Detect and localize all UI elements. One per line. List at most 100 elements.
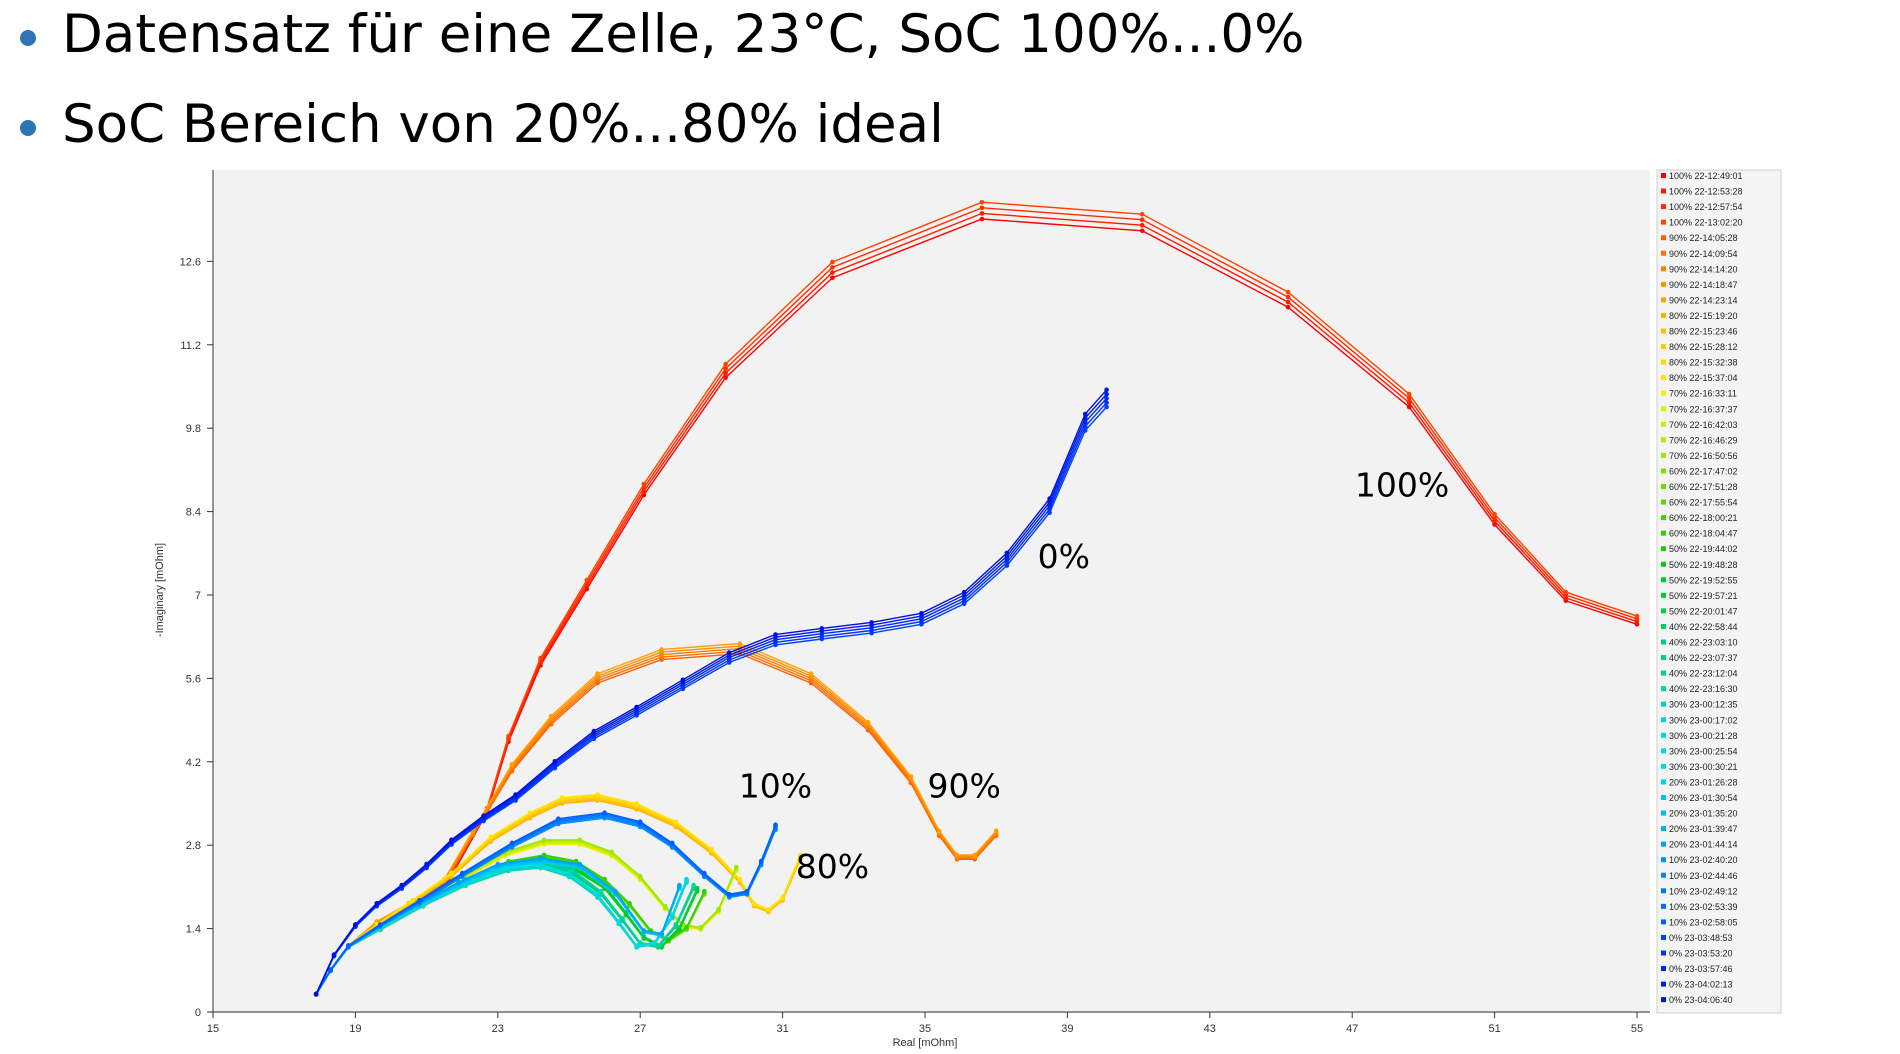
legend-item: 30% 23-00:12:35	[1661, 700, 1738, 710]
data-point	[919, 611, 924, 616]
legend-item: 50% 22-20:01:47	[1661, 606, 1738, 616]
data-point	[1492, 522, 1497, 527]
data-point	[908, 774, 914, 779]
series-line	[315, 793, 802, 995]
legend-item: 80% 22-15:32:38	[1661, 358, 1738, 368]
data-point	[459, 870, 465, 876]
data-point	[548, 713, 554, 719]
data-point	[1047, 496, 1052, 501]
legend-item: 70% 22-16:50:56	[1661, 451, 1738, 461]
legend-label: 20% 23-01:35:20	[1669, 809, 1738, 819]
legend-item: 80% 22-15:23:46	[1661, 327, 1738, 337]
legend-item: 60% 22-18:04:47	[1661, 529, 1738, 539]
data-point	[634, 704, 639, 710]
legend-marker	[1661, 499, 1666, 505]
legend-item: 70% 22-16:46:29	[1661, 435, 1738, 445]
data-point	[702, 888, 707, 894]
legend-item: 20% 23-01:39:47	[1661, 824, 1738, 834]
data-point	[655, 943, 661, 948]
data-point	[726, 891, 732, 897]
data-point	[527, 810, 533, 815]
data-point	[634, 943, 639, 948]
y-tick-label: 11.2	[180, 340, 201, 352]
legend-label: 70% 22-16:46:29	[1669, 435, 1738, 445]
x-tick-label: 31	[776, 1023, 788, 1035]
data-point	[538, 855, 543, 861]
data-point	[673, 922, 679, 927]
data-point	[641, 481, 647, 487]
data-point	[1492, 511, 1497, 517]
legend-label: 40% 22-23:16:30	[1669, 684, 1738, 694]
legend-item: 30% 23-00:30:21	[1661, 762, 1738, 772]
legend-marker	[1661, 872, 1666, 878]
data-point	[758, 858, 764, 864]
legend-label: 100% 22-12:49:01	[1669, 171, 1743, 181]
legend-item: 90% 22-14:05:28	[1661, 233, 1738, 243]
data-point	[399, 882, 405, 888]
data-point	[694, 885, 700, 891]
legend-label: 0% 23-03:53:20	[1669, 949, 1733, 959]
legend-item: 10% 23-02:49:12	[1661, 886, 1738, 896]
legend-item: 20% 23-01:26:28	[1661, 777, 1738, 787]
legend-marker	[1661, 452, 1666, 458]
legend-label: 100% 22-13:02:20	[1669, 218, 1743, 228]
legend-item: 90% 22-14:23:14	[1661, 295, 1738, 305]
legend-label: 10% 23-02:40:20	[1669, 855, 1738, 865]
legend-marker	[1661, 950, 1666, 956]
legend-item: 100% 22-12:49:01	[1661, 171, 1743, 181]
data-point	[449, 837, 454, 843]
legend-marker	[1661, 670, 1666, 676]
data-point	[659, 647, 664, 652]
x-tick-label: 15	[207, 1023, 219, 1035]
legend-item: 10% 23-02:58:05	[1661, 917, 1738, 927]
data-point	[808, 671, 814, 676]
legend-marker	[1661, 966, 1666, 972]
data-point	[819, 626, 825, 631]
data-point	[659, 931, 664, 936]
data-point	[979, 216, 985, 222]
legend-label: 100% 22-12:53:28	[1669, 187, 1743, 197]
legend-label: 10% 23-02:49:12	[1669, 886, 1738, 896]
data-point	[1104, 387, 1109, 393]
data-point	[449, 870, 454, 876]
legend-marker	[1661, 312, 1666, 318]
legend-label: 50% 22-19:52:55	[1669, 575, 1738, 585]
data-point	[598, 888, 604, 894]
y-tick-label: 12.6	[180, 256, 201, 268]
data-point	[716, 907, 721, 912]
data-point	[954, 852, 960, 858]
legend-item: 60% 22-17:51:28	[1661, 482, 1738, 492]
legend-label: 0% 23-03:57:46	[1669, 964, 1733, 974]
y-tick-label: 2.8	[186, 840, 201, 852]
data-point	[1406, 391, 1412, 397]
legend-label: 0% 23-04:02:13	[1669, 980, 1733, 990]
legend-item: 100% 22-12:53:28	[1661, 187, 1743, 197]
legend-marker	[1661, 779, 1666, 785]
legend-marker	[1661, 639, 1666, 645]
data-point	[673, 819, 679, 824]
data-point	[702, 870, 707, 876]
data-point	[495, 861, 501, 867]
legend-marker	[1661, 250, 1666, 256]
y-tick-label: 0	[195, 1007, 201, 1019]
legend-marker	[1661, 188, 1666, 194]
y-tick-label: 8.4	[186, 507, 201, 519]
legend-item: 20% 23-01:44:14	[1661, 840, 1738, 850]
legend-label: 50% 22-19:57:21	[1669, 591, 1738, 601]
legend-label: 80% 22-15:28:12	[1669, 342, 1738, 352]
data-point	[869, 620, 874, 625]
legend-item: 60% 22-17:55:54	[1661, 498, 1738, 508]
legend-label: 60% 22-18:00:21	[1669, 513, 1738, 523]
legend-marker	[1661, 826, 1666, 832]
soc-annotation: 90%	[927, 767, 1000, 806]
legend-label: 50% 22-20:01:47	[1669, 606, 1738, 616]
data-point	[1104, 404, 1109, 410]
x-tick-label: 39	[1061, 1023, 1073, 1035]
y-tick-label: 9.8	[186, 423, 201, 435]
legend-item: 40% 22-22:58:44	[1661, 622, 1738, 632]
data-point	[830, 259, 835, 265]
legend-item: 10% 23-02:44:46	[1661, 871, 1738, 881]
plot-area	[213, 170, 1650, 1013]
data-point	[798, 852, 803, 858]
legend-marker	[1661, 297, 1666, 303]
